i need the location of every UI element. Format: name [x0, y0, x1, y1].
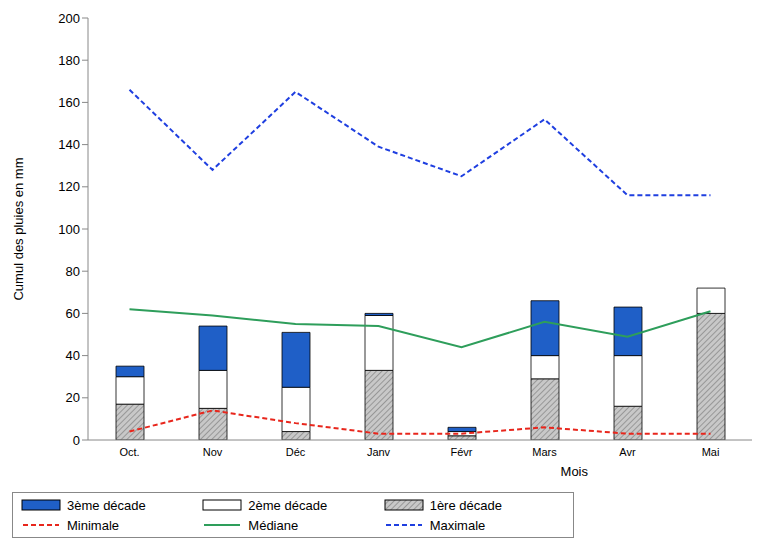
- svg-text:160: 160: [58, 95, 80, 110]
- svg-text:100: 100: [58, 222, 80, 237]
- svg-text:180: 180: [58, 53, 80, 68]
- svg-text:200: 200: [58, 11, 80, 26]
- svg-text:60: 60: [66, 306, 80, 321]
- svg-text:20: 20: [66, 390, 80, 405]
- svg-text:Févr: Févr: [451, 446, 473, 458]
- svg-text:Déc: Déc: [286, 446, 306, 458]
- svg-text:Mai: Mai: [702, 446, 720, 458]
- svg-text:Mars: Mars: [532, 446, 557, 458]
- svg-text:Avr: Avr: [619, 446, 636, 458]
- html-text:1ère décade: 1ère décade: [429, 497, 502, 513]
- svg-text:120: 120: [58, 179, 80, 194]
- html-text:3ème décade: 3ème décade: [67, 497, 146, 513]
- svg-text:40: 40: [66, 348, 80, 363]
- svg-text:Nov: Nov: [203, 446, 223, 458]
- html-text:Minimale: Minimale: [67, 517, 119, 533]
- html-text:Médiane: Médiane: [248, 517, 299, 533]
- svg-text:140: 140: [58, 137, 80, 152]
- svg-text:Oct.: Oct.: [119, 446, 139, 458]
- svg-text:Janv: Janv: [367, 446, 391, 458]
- svg-text:0: 0: [73, 433, 80, 448]
- svg-text:Mois: Mois: [561, 464, 589, 479]
- html-text:Maximale: Maximale: [429, 517, 486, 533]
- html-text:2ème décade: 2ème décade: [248, 497, 328, 513]
- svg-text:Cumul des pluies en mm: Cumul des pluies en mm: [11, 157, 26, 300]
- svg-text:80: 80: [66, 264, 80, 279]
